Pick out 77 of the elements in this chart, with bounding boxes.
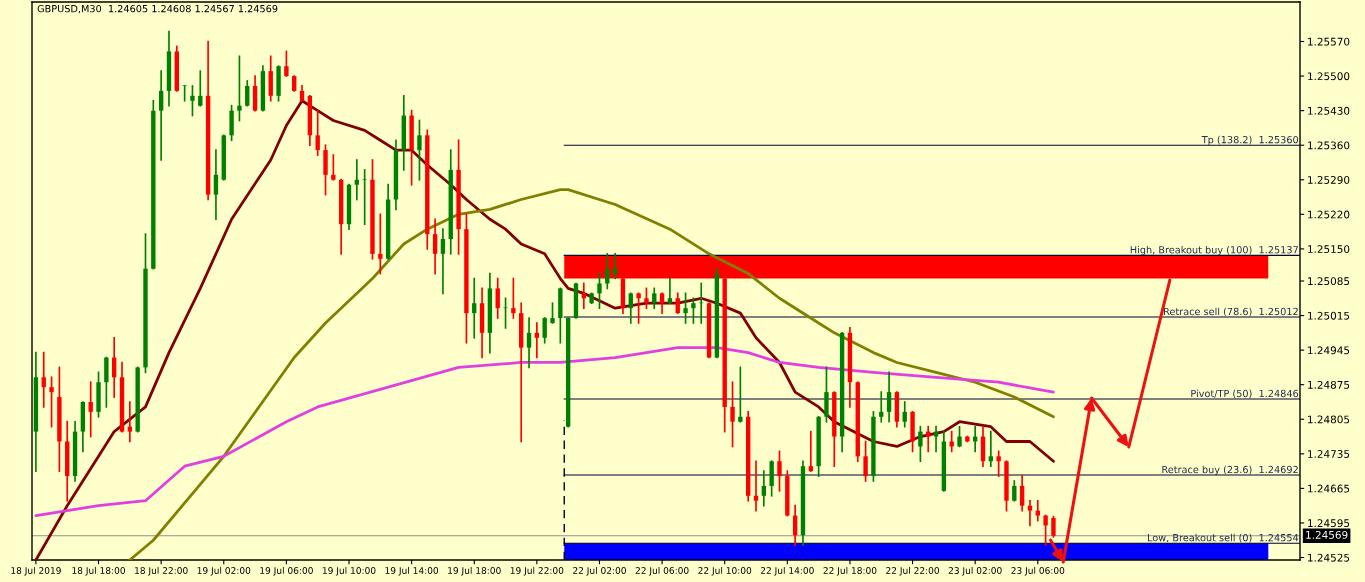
x-tick-label: 18 Jul 22:00	[135, 566, 188, 576]
line-series	[128, 188, 1055, 560]
x-tick-label: 18 Jul 18:00	[72, 566, 125, 576]
candlestick	[691, 297, 696, 324]
candlestick	[816, 415, 821, 477]
y-tick-label: 1.25430	[1308, 106, 1350, 115]
candlestick	[49, 376, 54, 428]
candlestick	[644, 287, 649, 309]
candlestick	[143, 233, 148, 374]
y-tick-label: 1.25220	[1308, 210, 1350, 219]
x-tick-label: 18 Jul 2019	[11, 566, 61, 576]
candlestick	[777, 450, 782, 492]
candlestick	[1051, 515, 1056, 538]
x-tick-label: 22 Jul 10:00	[698, 566, 752, 576]
candlestick	[730, 381, 735, 448]
y-tick-label: 1.24875	[1308, 380, 1350, 389]
candlestick	[636, 292, 641, 324]
y-tick-label: 1.25500	[1308, 72, 1350, 81]
candlestick	[237, 55, 242, 122]
x-tick-label: 23 Jul 02:00	[948, 566, 1002, 576]
x-tick-label: 22 Jul 18:00	[823, 566, 877, 576]
candlestick	[456, 139, 461, 255]
candlestick	[362, 169, 367, 226]
chart-title: GBPUSD,M30 1.24605 1.24608 1.24567 1.24569	[37, 4, 278, 14]
candlestick	[871, 411, 876, 482]
y-tick-label: 1.24805	[1308, 415, 1350, 424]
candlestick	[738, 366, 743, 423]
y-tick-label: 1.24525	[1308, 553, 1350, 562]
candlestick	[550, 302, 555, 324]
candlestick	[284, 50, 289, 77]
line-series	[34, 346, 1055, 517]
y-tick-label: 1.25570	[1308, 37, 1350, 46]
candlestick	[276, 65, 281, 102]
candlestick	[683, 292, 688, 324]
candlestick	[1004, 460, 1009, 512]
candlestick	[597, 272, 602, 309]
candlestick	[996, 450, 1001, 477]
ref-line-label: High, Breakout buy (100) 1.25137	[1130, 245, 1298, 256]
candlestick	[824, 366, 829, 423]
x-tick-label: 22 Jul 22:00	[886, 566, 940, 576]
candlestick	[190, 85, 195, 117]
y-tick-label: 1.25290	[1308, 176, 1350, 184]
y-tick-label: 1.25015	[1308, 311, 1350, 320]
ref-line-label: Low, Breakout sell (0) 1.24554	[1147, 533, 1299, 543]
x-tick-label: 22 Jul 02:00	[573, 566, 626, 576]
x-tick-label: 19 Jul 18:00	[448, 566, 501, 576]
candlestick	[464, 213, 469, 344]
y-tick-label: 1.24665	[1308, 484, 1350, 493]
x-tick-label: 22 Jul 14:00	[760, 566, 814, 576]
candlestick	[417, 119, 422, 181]
candlestick	[558, 287, 563, 344]
x-tick-label: 19 Jul 22:00	[510, 566, 564, 576]
x-tick-label: 22 Jul 06:00	[635, 566, 689, 576]
candlestick	[511, 277, 516, 319]
ref-line-label: Retrace buy (23.6) 1.24692	[1162, 465, 1298, 476]
y-tick-label: 1.25085	[1308, 277, 1350, 286]
candlestick	[96, 371, 101, 418]
candlestick	[370, 159, 375, 260]
text: 1.24569	[1306, 530, 1348, 539]
x-tick-label: 19 Jul 06:00	[260, 566, 313, 576]
y-tick-label: 1.25360	[1308, 141, 1350, 150]
candlestick	[863, 440, 868, 482]
candlestick	[323, 144, 328, 196]
ref-line-label: Pivot/TP (50) 1.24846	[1191, 389, 1299, 399]
x-tick-label: 19 Jul 14:00	[385, 566, 439, 576]
ref-line-label: Retrace sell (78.6) 1.25012	[1164, 307, 1298, 317]
candlestick	[331, 154, 336, 181]
candlestick	[769, 460, 774, 497]
ref-line-label: Tp (138.2) 1.25360	[1201, 135, 1299, 146]
y-tick-label: 1.24595	[1308, 519, 1350, 528]
candlestick	[57, 366, 62, 472]
y-tick-label: 1.24945	[1308, 346, 1350, 355]
x-tick-label: 19 Jul 10:00	[322, 566, 376, 576]
y-tick-label: 1.25150	[1308, 245, 1350, 254]
x-tick-label: 23 Jul 06:00	[1011, 566, 1065, 576]
y-tick-label: 1.24735	[1308, 450, 1350, 458]
x-tick-label: 19 Jul 02:00	[197, 566, 251, 576]
